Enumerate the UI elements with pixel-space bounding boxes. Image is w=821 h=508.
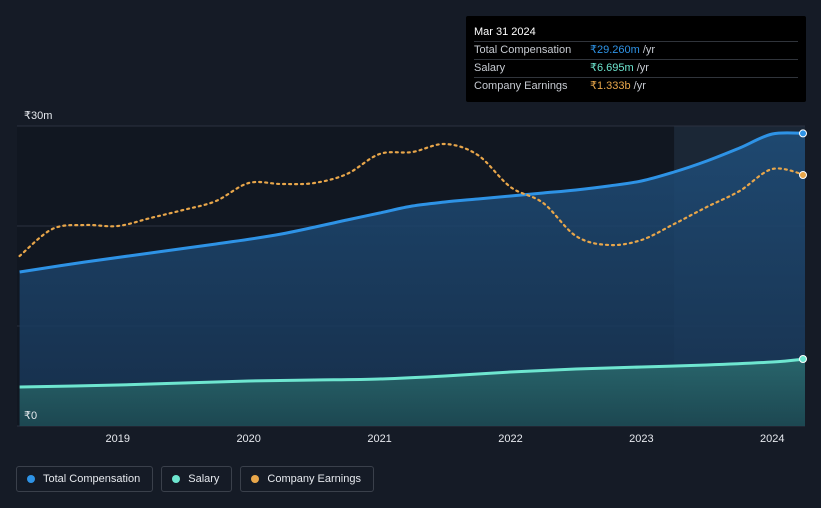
tooltip-unit: /yr	[636, 62, 649, 74]
total-compensation-area	[19, 132, 806, 426]
company-earnings-line	[18, 142, 807, 258]
series-end-marker	[799, 171, 807, 179]
x-tick-label: 2020	[236, 433, 260, 445]
series-end-marker	[799, 355, 807, 363]
y-tick-label: ₹0	[24, 410, 37, 422]
chart-legend: Total Compensation Salary Company Earnin…	[16, 466, 374, 492]
tooltip-label: Salary	[474, 62, 506, 74]
y-tick-label: ₹30m	[24, 110, 52, 122]
x-tick-label: 2019	[106, 433, 130, 445]
legend-dot-icon	[251, 475, 260, 483]
salary-line	[19, 357, 806, 389]
legend-dot-icon	[27, 475, 35, 483]
x-tick-label: 2024	[760, 433, 784, 445]
legend-item-total-compensation[interactable]: Total Compensation	[16, 466, 154, 492]
x-tick-label: 2022	[498, 433, 522, 445]
legend-item-salary[interactable]: Salary	[161, 466, 233, 492]
tooltip-value: ₹6.695m	[590, 62, 634, 74]
x-tick-label: 2021	[367, 433, 391, 445]
tooltip-row-total-compensation: Total Compensation ₹29.260m /yr	[474, 41, 798, 59]
series-end-marker	[799, 129, 807, 138]
legend-item-company-earnings[interactable]: Company Earnings	[240, 466, 374, 492]
x-tick-label: 2023	[629, 433, 653, 445]
tooltip-label: Company Earnings	[474, 80, 568, 92]
tooltip-unit: /yr	[642, 44, 656, 56]
tooltip-unit: /yr	[633, 80, 646, 92]
tooltip-row-company-earnings: Company Earnings ₹1.333b /yr	[474, 77, 798, 95]
tooltip-date: Mar 31 2024	[474, 26, 536, 38]
legend-label: Total Compensation	[43, 473, 141, 485]
tooltip-label: Total Compensation	[474, 44, 572, 56]
total-compensation-line	[19, 131, 806, 274]
tooltip-row-salary: Salary ₹6.695m /yr	[474, 59, 798, 77]
legend-label: Company Earnings	[267, 473, 361, 485]
tooltip-value: ₹1.333b	[590, 80, 631, 92]
tooltip-value: ₹29.260m	[590, 44, 640, 56]
salary-area	[19, 359, 806, 426]
legend-label: Salary	[188, 473, 220, 485]
legend-dot-icon	[172, 475, 181, 483]
tooltip-panel: Mar 31 2024 Total Compensation ₹29.260m …	[466, 16, 806, 102]
